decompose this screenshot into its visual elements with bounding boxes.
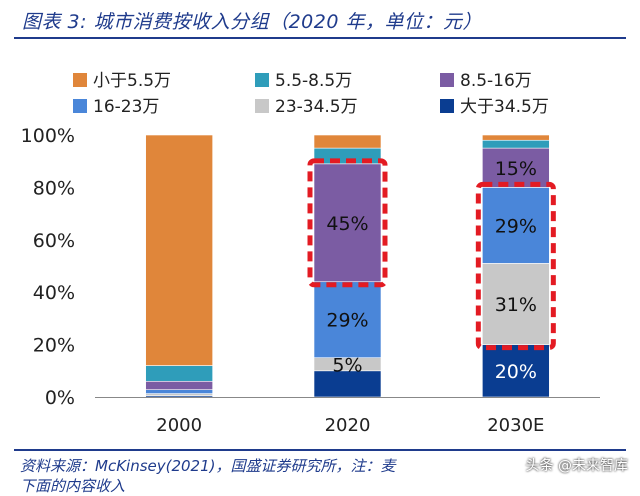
legend-label-34-5: 大于34.5万 <box>460 97 549 117</box>
footer-rule <box>14 449 626 451</box>
bars <box>145 134 550 398</box>
watermark: 头条 @未来智库 <box>525 458 628 474</box>
bar-2030e-34-5 <box>482 344 550 398</box>
bar-2000-8-5-16 <box>145 380 213 390</box>
data-label-2020-8-5-16: 45% <box>326 213 368 235</box>
chart-title: 图表 3: 城市消费按收入分组（2020 年，单位：元） <box>22 11 482 33</box>
bar-2030e-5-5-8-5 <box>482 139 550 149</box>
bar-2000-23-34-5 <box>145 393 213 396</box>
legend-label-5-5: 小于5.5万 <box>93 71 171 91</box>
data-label-2020-23-34-5: 5% <box>332 354 362 376</box>
bar-2030e-23-34-5 <box>482 263 550 345</box>
y-tick-label: 100% <box>21 125 75 147</box>
legend-swatch-8-5-16 <box>440 73 454 87</box>
bar-2020-16-23 <box>313 281 382 359</box>
y-tick-label: 40% <box>33 282 75 304</box>
x-axis: 2000 2020 2030E <box>95 397 600 436</box>
source-note-continued: 下面的内容收入 <box>20 477 126 495</box>
data-label-2030e-8-5-16: 15% <box>495 158 537 180</box>
bar-2000-16-23 <box>145 389 213 394</box>
data-label-2030e-23-34-5: 31% <box>495 294 537 316</box>
x-tick-label-2020: 2020 <box>325 415 371 436</box>
bar-2000-5-5 <box>145 134 213 366</box>
legend-label-16-23: 16-23万 <box>93 97 159 117</box>
x-tick-label-2000: 2000 <box>156 415 202 436</box>
highlight-box-2030e <box>475 181 556 351</box>
source-note: 资料来源：McKinsey(2021)，国盛证券研究所，注：麦 <box>20 457 396 475</box>
title-rule <box>14 37 626 39</box>
bar-2030e-8-5-16 <box>482 147 550 188</box>
legend-label-8-5-16: 8.5-16万 <box>460 71 532 91</box>
legend-swatch-5-5 <box>73 73 87 87</box>
bar-2020-5-5 <box>313 134 382 149</box>
y-tick-label: 80% <box>33 177 75 199</box>
legend-swatch-34-5 <box>440 99 454 113</box>
legend-label-23-34-5: 23-34.5万 <box>275 97 358 117</box>
data-label-2020-16-23: 29% <box>326 310 368 332</box>
bar-2000-5-5-8-5 <box>145 365 213 382</box>
x-tick-label-2030e: 2030E <box>487 415 544 436</box>
highlight-boxes <box>307 158 556 351</box>
bar-2020-8-5-16 <box>313 163 382 283</box>
legend-swatch-5-5-8-5 <box>255 73 269 87</box>
y-tick-label: 60% <box>33 230 75 252</box>
stacked-bar-chart: 小于5.5万 5.5-8.5万 8.5-16万 16-23万 23-34.5万 大于34.… <box>21 71 600 436</box>
data-label-2030e-16-23: 29% <box>495 215 537 237</box>
y-tick-label: 20% <box>33 335 75 357</box>
legend: 小于5.5万 5.5-8.5万 8.5-16万 16-23万 23-34.5万 大于34.… <box>73 71 549 117</box>
legend-swatch-16-23 <box>73 99 87 113</box>
data-labels: 5% 29% 45% 20% 31% 29% 15% <box>326 158 537 383</box>
bar-2030e-5-5 <box>482 134 550 141</box>
legend-label-5-5-8-5: 5.5-8.5万 <box>275 71 352 91</box>
legend-swatch-23-34-5 <box>255 99 269 113</box>
highlight-box-2020 <box>307 158 388 288</box>
y-axis: 0% 20% 40% 60% 80% 100% <box>21 125 75 409</box>
data-label-2030e-34-5: 20% <box>495 361 537 383</box>
y-tick-label: 0% <box>45 387 75 409</box>
